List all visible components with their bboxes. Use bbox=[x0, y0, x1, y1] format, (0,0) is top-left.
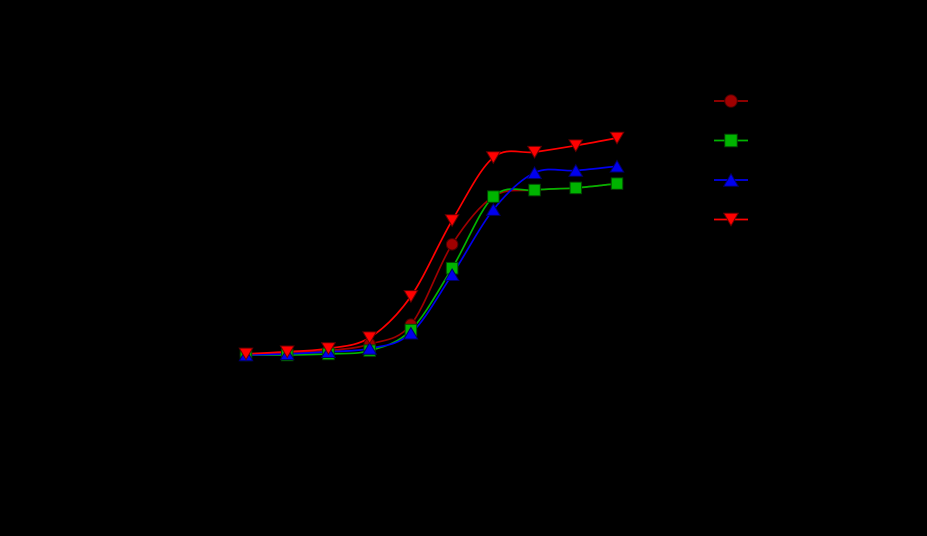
data-point-marker bbox=[320, 342, 337, 356]
legend-marker bbox=[722, 172, 740, 187]
square-series-curve bbox=[245, 182, 618, 356]
data-point-marker bbox=[528, 183, 541, 197]
series-curves bbox=[245, 137, 618, 356]
data-point-marker bbox=[444, 214, 460, 228]
data-point-marker bbox=[609, 131, 625, 145]
data-point-marker bbox=[238, 347, 254, 361]
data-point-marker bbox=[568, 139, 584, 153]
data-point-marker bbox=[444, 267, 460, 281]
legend-marker bbox=[724, 133, 738, 148]
legend-entry-4 bbox=[714, 212, 748, 227]
legend-entry-1 bbox=[714, 94, 748, 108]
data-point-marker bbox=[279, 345, 295, 359]
triangle-down-series-markers bbox=[238, 131, 625, 361]
legend-marker bbox=[724, 94, 738, 108]
circle-series-markers bbox=[239, 177, 624, 362]
data-point-marker bbox=[526, 165, 543, 179]
triangle-down-series-curve bbox=[245, 137, 618, 355]
square-series-markers bbox=[239, 177, 624, 362]
data-point-marker bbox=[362, 331, 378, 345]
data-point-marker bbox=[403, 290, 419, 304]
data-point-marker bbox=[362, 341, 378, 355]
data-point-marker bbox=[609, 159, 625, 173]
legend-entry-2 bbox=[714, 133, 748, 148]
circle-series-curve bbox=[245, 182, 618, 356]
legend-marker bbox=[722, 212, 740, 227]
data-point-marker bbox=[526, 145, 543, 159]
data-point-marker bbox=[403, 326, 419, 340]
data-point-marker bbox=[487, 190, 500, 203]
legend-entry-3 bbox=[714, 172, 748, 187]
data-point-marker bbox=[568, 163, 584, 177]
legend bbox=[714, 94, 748, 227]
data-point-marker bbox=[445, 238, 459, 251]
data-point-marker bbox=[485, 202, 501, 216]
triangle-up-series-curve bbox=[245, 165, 618, 356]
data-point-marker bbox=[569, 181, 583, 195]
data-point-marker bbox=[610, 177, 624, 190]
data-point-marker bbox=[485, 151, 501, 165]
